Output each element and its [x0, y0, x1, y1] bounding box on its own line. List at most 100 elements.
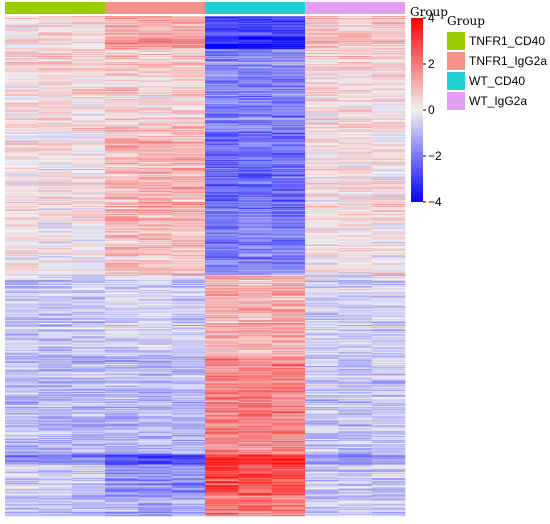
heatmap-cell [271, 278, 306, 281]
heatmap-cell [105, 152, 139, 154]
heatmap-cell [205, 222, 239, 224]
heatmap-cell [371, 390, 406, 393]
heatmap-cell [38, 351, 72, 354]
heatmap-cell [71, 414, 106, 416]
heatmap-cell [205, 189, 239, 191]
heatmap-cell [138, 157, 172, 160]
heatmap-cell [71, 167, 106, 170]
heatmap-cell [238, 261, 272, 263]
heatmap-cell [171, 161, 206, 164]
heatmap-cell [171, 244, 206, 247]
heatmap-cell [38, 158, 72, 161]
heatmap-cell [171, 25, 206, 27]
heatmap-cell [5, 112, 39, 114]
heatmap-cell [238, 274, 272, 277]
heatmap-cell [305, 386, 339, 388]
heatmap-cell [305, 136, 339, 138]
heatmap-cell [138, 59, 172, 61]
heatmap-cell [205, 368, 239, 370]
heatmap-cell [171, 353, 206, 356]
heatmap-cell [171, 47, 206, 50]
heatmap-cell [205, 223, 239, 225]
heatmap-cell [238, 312, 272, 315]
heatmap-cell [338, 311, 372, 314]
heatmap-cell [238, 142, 272, 144]
heatmap-cell [305, 134, 339, 136]
heatmap-cell [371, 411, 406, 413]
heatmap-cell [338, 199, 372, 202]
heatmap-cell [238, 347, 272, 349]
heatmap-cell [38, 372, 72, 374]
heatmap-cell [305, 253, 339, 255]
heatmap-cell [238, 288, 272, 290]
heatmap-cell [71, 396, 106, 399]
heatmap-cell [105, 17, 139, 19]
heatmap-cell [205, 301, 239, 303]
heatmap-cell [71, 47, 106, 50]
heatmap-cell [71, 345, 106, 347]
heatmap-cell [138, 398, 172, 401]
heatmap-cell [205, 190, 239, 192]
heatmap-cell [238, 89, 272, 92]
heatmap-cell [171, 220, 206, 222]
heatmap-cell [271, 26, 306, 28]
heatmap-cell [5, 219, 39, 221]
heatmap-cell [305, 414, 339, 416]
heatmap-cell [338, 385, 372, 387]
heatmap-cell [371, 116, 406, 118]
heatmap-cell [171, 332, 206, 334]
heatmap-cell [205, 132, 239, 134]
heatmap-cell [338, 166, 372, 169]
heatmap-cell [171, 37, 206, 39]
heatmap-cell [138, 405, 172, 407]
heatmap-cell [371, 376, 406, 378]
heatmap-cell [38, 151, 72, 153]
heatmap-cell [105, 245, 139, 248]
heatmap-cell [338, 177, 372, 179]
heatmap-cell [71, 373, 106, 375]
heatmap-cell [5, 334, 39, 336]
heatmap-cell [38, 258, 72, 260]
heatmap-cell [138, 334, 172, 336]
heatmap-cell [305, 413, 339, 415]
heatmap-cell [105, 198, 139, 201]
heatmap-cell [138, 384, 172, 386]
heatmap-cell [338, 332, 372, 334]
heatmap-cell [138, 25, 172, 27]
heatmap-cell [71, 337, 106, 339]
heatmap-cell [271, 276, 306, 279]
heatmap-cell [305, 210, 339, 212]
heatmap-cell [205, 186, 239, 188]
heatmap-cell [238, 310, 272, 312]
heatmap-cell [371, 383, 406, 385]
heatmap-cell [271, 96, 306, 98]
heatmap-cell [38, 284, 72, 287]
heatmap-cell [5, 48, 39, 51]
heatmap-cell [305, 183, 339, 185]
heatmap-cell [105, 326, 139, 328]
heatmap-cell [71, 107, 106, 109]
heatmap-cell [38, 396, 72, 399]
heatmap-cell [371, 274, 406, 277]
heatmap-cell [205, 96, 239, 98]
heatmap-cell [5, 292, 39, 294]
heatmap-cell [271, 277, 306, 280]
heatmap-cell [338, 58, 372, 60]
heatmap-cell [305, 45, 339, 48]
heatmap-cell [371, 151, 406, 153]
heatmap-cell [171, 94, 206, 96]
heatmap-cell [171, 116, 206, 118]
heatmap-cell [105, 168, 139, 171]
heatmap-cell [5, 156, 39, 158]
heatmap-cell [171, 358, 206, 361]
heatmap-cell [305, 209, 339, 211]
heatmap-cell [338, 23, 372, 25]
heatmap-cell [171, 148, 206, 150]
heatmap-cell [5, 229, 39, 231]
heatmap-cell [271, 414, 306, 416]
heatmap-cell [5, 287, 39, 289]
heatmap-cell [238, 416, 272, 418]
heatmap-cell [338, 152, 372, 154]
heatmap-cell [38, 56, 72, 58]
heatmap-cell [371, 380, 406, 382]
